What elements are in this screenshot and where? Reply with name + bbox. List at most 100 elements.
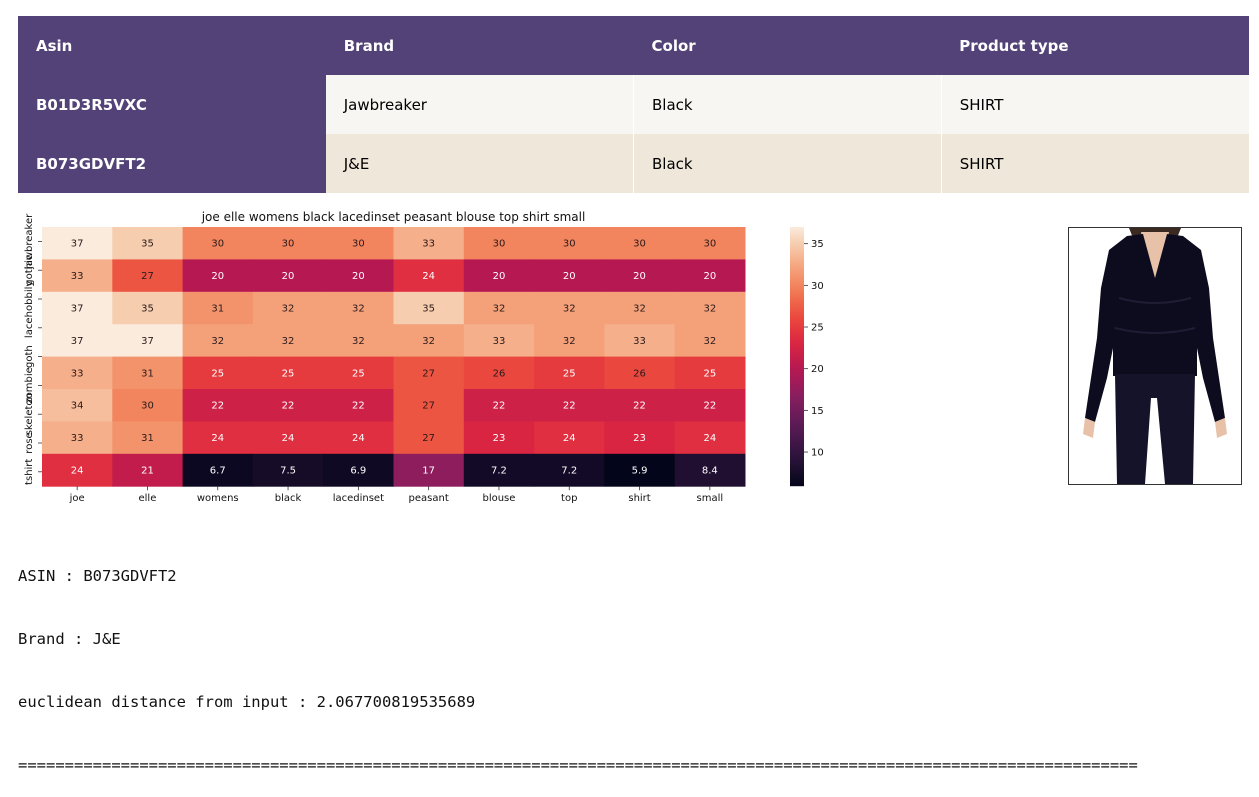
cell-value-label: 24	[563, 433, 576, 444]
cell-value-label: 35	[422, 304, 435, 315]
heatmap-cell	[674, 259, 746, 293]
heatmap-cell	[534, 259, 605, 293]
cell-value-label: 30	[352, 239, 365, 250]
y-tick-label: skeleton	[24, 393, 35, 435]
cell-value-label: 32	[633, 304, 646, 315]
cell-value-label: 6.7	[210, 466, 226, 477]
heatmap-cell	[42, 259, 113, 293]
cell-value-label: 25	[282, 368, 295, 379]
heatmap-cell	[182, 259, 254, 293]
cell-value-label: 23	[633, 433, 646, 444]
cell-value-label: 37	[141, 336, 154, 347]
heatmap-cell	[252, 227, 324, 260]
cell-value-label: 32	[352, 336, 365, 347]
x-tick-label: top	[561, 493, 577, 504]
cell-value-label: 37	[71, 304, 84, 315]
x-tick-label: lacedinset	[333, 493, 384, 504]
cell-value-label: 22	[703, 401, 716, 412]
cell-value-label: 6.9	[350, 466, 366, 477]
heatmap-cell	[393, 227, 465, 260]
type-cell: SHIRT	[941, 75, 1249, 134]
cell-value-label: 7.2	[491, 466, 507, 477]
brand-cell: J&E	[325, 134, 634, 193]
heatmap-cell	[674, 389, 746, 422]
heatmap-cell	[604, 259, 676, 293]
asin-line: ASIN : B073GDVFT2	[18, 567, 177, 585]
heatmap-cell	[463, 259, 535, 293]
heatmap-cell	[463, 291, 535, 325]
heatmap-cell	[323, 356, 394, 390]
heatmap-cell	[112, 227, 184, 260]
cell-value-label: 27	[422, 368, 435, 379]
heatmap-cell	[252, 291, 324, 325]
cell-value-label: 37	[71, 239, 84, 250]
heatmap-cell	[604, 291, 676, 325]
cell-value-label: 30	[141, 401, 154, 412]
x-tick-label: peasant	[409, 493, 449, 504]
cell-value-label: 32	[282, 336, 295, 347]
heatmap-cell	[604, 227, 676, 260]
heatmap-cell	[323, 421, 394, 455]
cell-value-label: 20	[633, 271, 646, 282]
table-row: B01D3R5VXC Jawbreaker Black SHIRT	[18, 75, 1249, 134]
header-product-type: Product type	[941, 16, 1249, 75]
heatmap-cell	[42, 356, 113, 390]
heatmap-cell	[323, 291, 394, 325]
cell-value-label: 32	[563, 336, 576, 347]
heatmap-cell	[182, 227, 254, 260]
heatmap-cell	[252, 324, 324, 358]
cell-value-label: 20	[563, 271, 576, 282]
cell-value-label: 32	[703, 304, 716, 315]
cell-value-label: 33	[493, 336, 506, 347]
y-tick-label: jawbreaker	[24, 213, 35, 270]
y-tick-label: goth	[24, 345, 35, 368]
heatmap-cell	[604, 421, 676, 455]
heatmap-cell	[463, 324, 535, 358]
cell-value-label: 33	[71, 368, 84, 379]
cell-value-label: 20	[703, 271, 716, 282]
heatmap-cell	[323, 453, 394, 487]
header-asin: Asin	[18, 16, 326, 75]
cell-value-label: 21	[141, 466, 154, 477]
y-tick-label: hobbily	[24, 281, 35, 318]
cell-value-label: 25	[703, 368, 716, 379]
heatmap-cell	[463, 389, 535, 422]
product-table: Asin Brand Color Product type B01D3R5VXC…	[18, 16, 1249, 193]
cell-value-label: 30	[633, 239, 646, 250]
heatmap-cell	[252, 356, 324, 390]
chart-title: joe elle womens black lacedinset peasant…	[201, 210, 586, 224]
colorbar-tick-label: 10	[811, 448, 824, 459]
cell-value-label: 23	[493, 433, 506, 444]
cell-value-label: 22	[282, 401, 295, 412]
cell-value-label: 35	[141, 304, 154, 315]
cell-value-label: 35	[141, 239, 154, 250]
cell-value-label: 32	[563, 304, 576, 315]
heatmap-cell	[463, 356, 535, 390]
y-tick-label: rose	[24, 432, 35, 453]
heatmap-cell	[42, 324, 113, 358]
heatmap-cell	[393, 421, 465, 455]
color-cell: Black	[633, 134, 942, 193]
cell-value-label: 30	[211, 239, 224, 250]
heatmap-cell	[534, 227, 605, 260]
colorbar-tick-label: 15	[811, 406, 824, 417]
cell-value-label: 31	[141, 368, 154, 379]
cell-value-label: 22	[563, 401, 576, 412]
heatmap-cell	[534, 421, 605, 455]
heatmap-cell	[323, 227, 394, 260]
cell-value-label: 24	[422, 271, 435, 282]
heatmap-cell	[252, 453, 324, 487]
x-tick-label: black	[275, 493, 302, 504]
cell-value-label: 26	[493, 368, 506, 379]
heatmap-cell	[604, 356, 676, 390]
cell-value-label: 30	[703, 239, 716, 250]
cell-value-label: 22	[352, 401, 365, 412]
heatmap-cell	[42, 421, 113, 455]
cell-value-label: 20	[282, 271, 295, 282]
heatmap-cell	[393, 324, 465, 358]
heatmap-cell	[534, 291, 605, 325]
heatmap-cell	[182, 291, 254, 325]
cell-value-label: 27	[422, 401, 435, 412]
distance-line: euclidean distance from input : 2.067700…	[18, 693, 476, 711]
table-header-row: Asin Brand Color Product type	[18, 16, 1249, 75]
